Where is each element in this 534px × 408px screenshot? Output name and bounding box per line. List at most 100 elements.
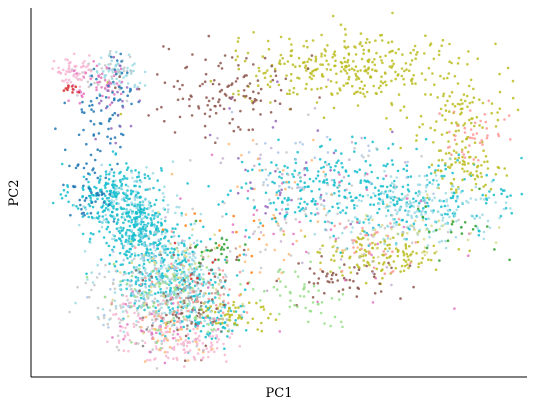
scatter-point [122,76,125,79]
scatter-point [209,249,212,253]
scatter-point [133,62,136,65]
scatter-point [259,266,263,270]
scatter-point [382,177,385,181]
scatter-point [363,136,367,140]
scatter-point [197,348,201,351]
scatter-point [235,274,239,277]
scatter-point [326,44,329,47]
scatter-point [176,309,180,312]
scatter-point [337,185,341,188]
scatter-point [452,110,456,114]
scatter-point [420,154,423,158]
scatter-point [85,162,88,165]
scatter-point [167,264,170,267]
scatter-point [437,159,441,162]
scatter-point [135,320,138,323]
scatter-point [66,185,70,189]
scatter-point [114,141,117,145]
scatter-point [103,313,106,317]
scatter-point [363,65,366,68]
scatter-point [435,120,438,123]
scatter-point [171,160,175,163]
scatter-point [179,337,183,341]
scatter-point [361,87,365,91]
scatter-point [169,311,172,315]
scatter-point [480,164,483,167]
scatter-point [487,99,491,102]
scatter-point [371,246,374,250]
scatter-point [147,235,150,238]
scatter-point [358,86,362,90]
scatter-point [130,261,134,265]
scatter-point [295,239,299,243]
scatter-point [114,304,118,308]
scatter-point [202,324,205,328]
scatter-point [191,53,194,56]
scatter-point [86,80,90,84]
scatter-point [232,310,236,313]
scatter-point [181,283,184,286]
scatter-point [208,281,211,285]
scatter-point [427,217,431,220]
scatter-point [76,207,80,210]
scatter-point [437,164,440,167]
scatter-point [173,261,177,264]
scatter-point [115,77,118,81]
scatter-point [473,137,477,140]
scatter-point [164,235,167,238]
scatter-point [134,193,138,197]
scatter-point [115,227,119,230]
scatter-point [412,73,416,77]
scatter-point [487,196,491,200]
scatter-point [418,228,422,232]
scatter-point [95,88,98,92]
scatter-point [148,244,152,247]
scatter-point [62,68,65,72]
scatter-point [371,241,374,245]
scatter-point [175,284,178,287]
scatter-point [122,349,126,353]
scatter-point [303,60,306,64]
scatter-point [144,282,147,286]
scatter-point [120,80,124,84]
scatter-point [148,277,152,280]
scatter-point [141,339,144,343]
scatter-point [262,233,265,237]
scatter-point [172,330,176,333]
scatter-point [122,174,126,178]
scatter-point [172,302,175,305]
scatter-point [426,201,429,205]
scatter-point [134,269,138,272]
scatter-point [201,277,205,281]
scatter-point [284,285,288,289]
scatter-point [316,281,320,285]
scatter-point [294,270,297,274]
scatter-point [266,39,270,43]
scatter-point [343,60,347,64]
scatter-point [309,71,312,75]
scatter-point [145,216,149,220]
scatter-point [416,232,419,235]
scatter-point [154,230,158,234]
scatter-point [447,72,451,75]
scatter-point [477,233,481,237]
scatter-point [314,55,318,59]
scatter-point [310,199,314,203]
scatter-point [386,195,389,199]
scatter-point [441,216,445,220]
scatter-point [373,58,376,61]
scatter-point [314,177,318,180]
scatter-point [188,349,192,352]
scatter-point [147,291,151,295]
scatter-point [172,348,176,351]
scatter-point [357,268,361,272]
scatter-point [277,83,281,87]
scatter-point [220,237,224,240]
scatter-point [366,238,370,241]
scatter-point [368,263,371,267]
scatter-point [203,292,206,295]
scatter-point [278,102,282,105]
scatter-point [196,327,199,330]
scatter-point [110,168,114,171]
scatter-point [351,220,354,223]
